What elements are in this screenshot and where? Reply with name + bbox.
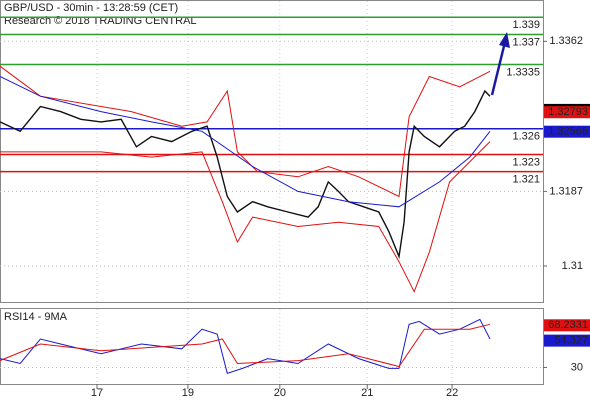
rsi-title: RSI14 - 9MA [4, 311, 68, 323]
rsi-panel [0, 308, 544, 385]
level-label: 1.339 [512, 19, 540, 31]
level-label: 1.323 [512, 156, 540, 168]
y-tick-label: 1.31 [562, 260, 583, 272]
x-tick-label: 21 [361, 387, 373, 399]
x-tick-label: 19 [182, 387, 194, 399]
x-tick-label: 22 [446, 387, 458, 399]
series-line [0, 76, 491, 208]
value-marker [544, 319, 590, 332]
value-marker-label: 1.32566 [548, 126, 588, 138]
y-tick-label: 1.3187 [549, 185, 583, 197]
value-marker-label: 1.32793 [548, 106, 588, 118]
chart-title: GBP/USD - 30min - 13:28:59 (CET) [4, 2, 178, 14]
value-marker [544, 125, 590, 138]
x-tick-label: 17 [91, 387, 103, 399]
series-line [0, 323, 491, 368]
value-marker [544, 334, 590, 347]
series-line [0, 318, 491, 374]
level-label: 1.3335 [506, 66, 540, 78]
arrow-head [499, 32, 510, 48]
series-line [0, 89, 491, 260]
level-label: 1.326 [512, 131, 540, 143]
value-marker [544, 106, 590, 119]
value-marker-label: 54.327 [554, 335, 588, 347]
level-label: 1.337 [512, 36, 540, 48]
x-tick-label: 20 [274, 387, 286, 399]
level-label: 1.321 [512, 174, 540, 186]
value-marker-label: 68.2331 [548, 319, 588, 331]
series-line [0, 65, 491, 198]
y-tick-label: 1.3362 [549, 35, 583, 47]
y-tick-label: 30 [571, 361, 583, 373]
forecast-arrow [490, 41, 507, 96]
series-line [0, 141, 491, 293]
